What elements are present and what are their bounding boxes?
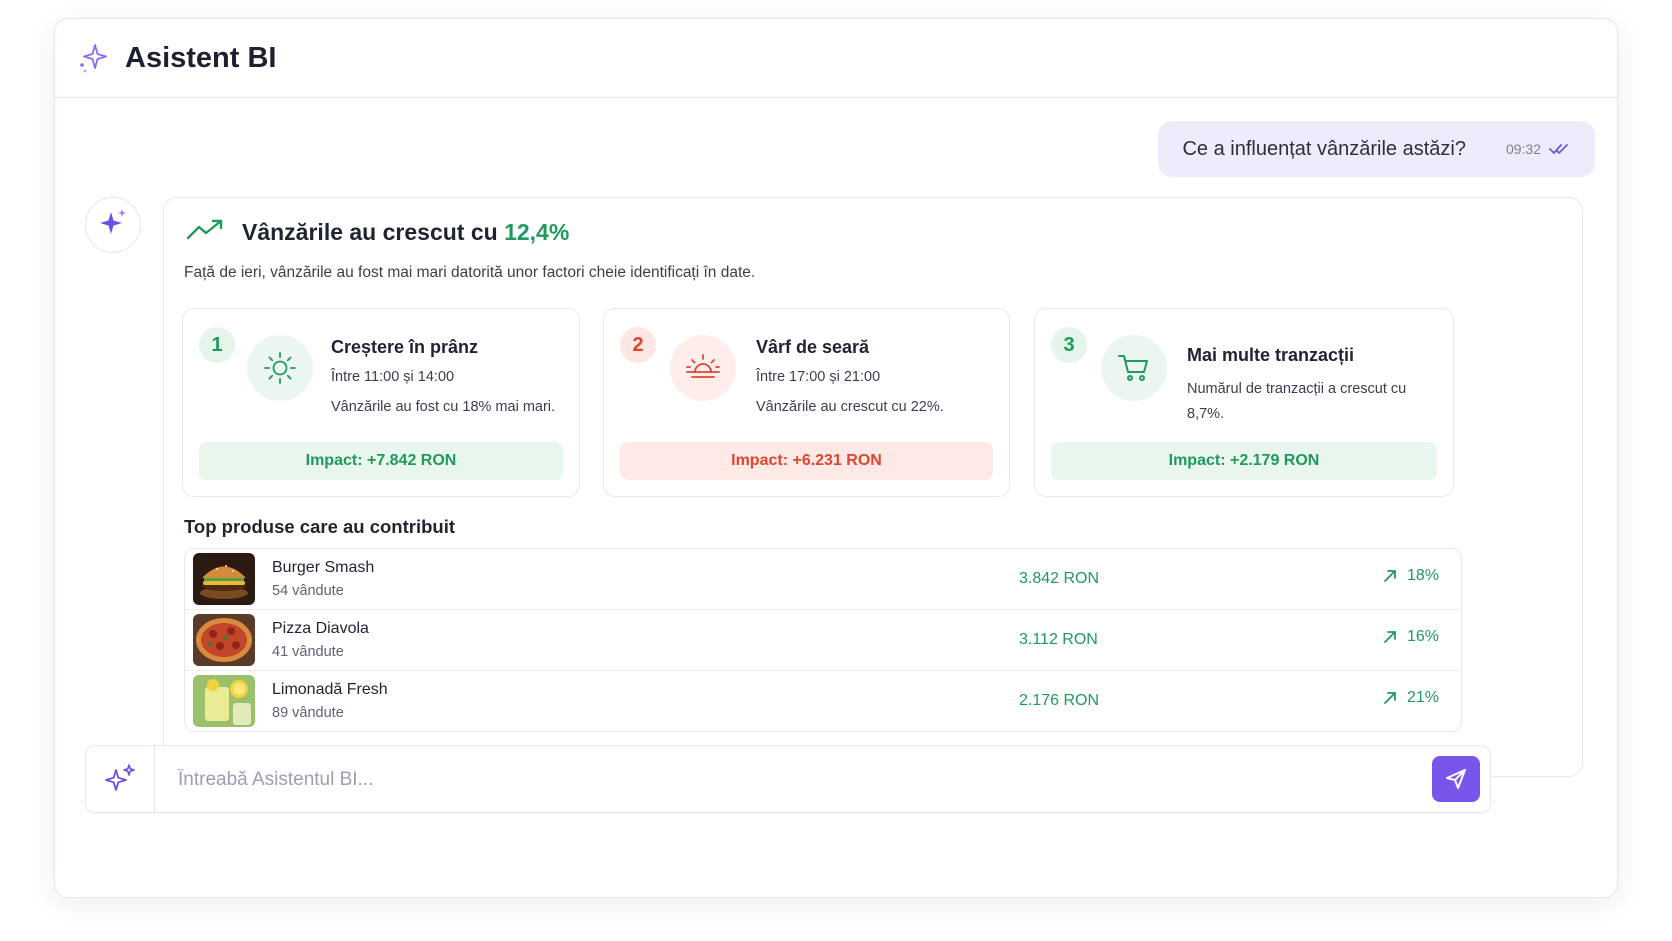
factor-title: Creștere în prânz [331, 337, 479, 357]
composer-sparkle-icon[interactable] [86, 746, 155, 812]
answer-title: Vânzările au crescut cu 12,4% [242, 219, 569, 246]
factor-title: Vârf de seară [756, 337, 870, 357]
pizza-image [193, 614, 255, 666]
product-growth: 18% [1383, 567, 1439, 585]
cart-icon [1101, 335, 1167, 401]
factor-time: Între 11:00 și 14:00 [331, 369, 455, 385]
header: Asistent BI [55, 19, 1617, 98]
chat-composer [85, 745, 1491, 813]
chat-input[interactable] [176, 760, 1410, 800]
factor-description: Numărul de tranzacții a crescut cu 8,7%. [1187, 381, 1407, 422]
product-growth: 21% [1383, 689, 1439, 707]
factor-card-transactions: 3 Mai multe tranzacții Numărul de tranza… [1034, 308, 1454, 497]
app-title: Asistent BI [125, 41, 277, 74]
arrow-up-right-icon [1384, 570, 1396, 582]
product-growth-value: 16% [1406, 628, 1439, 645]
factor-description: Vânzările au crescut cu 22%. [756, 399, 944, 415]
answer-subtitle: Față de ieri, vânzările au fost mai mari… [184, 264, 756, 281]
sun-icon [247, 335, 313, 401]
products-title: Top produse care au contribuit [184, 516, 456, 537]
sparkle-icon [75, 40, 111, 76]
product-sold: 54 vândute [272, 583, 344, 599]
factor-number: 1 [199, 327, 235, 363]
factor-number: 3 [1051, 327, 1087, 363]
lemonade-image [193, 675, 255, 727]
arrow-up-right-icon [1384, 631, 1396, 643]
product-revenue: 2.176 RON [1019, 692, 1100, 709]
headline-prefix: Vânzările au crescut cu [242, 219, 498, 245]
top-products-list: Burger Smash 54 vândute 3.842 RON 18% [184, 548, 1462, 732]
product-revenue: 3.842 RON [1019, 570, 1100, 587]
burger-image [193, 553, 255, 605]
product-name: Burger Smash [272, 559, 375, 576]
assistant-sparkle-icon [96, 206, 130, 245]
factor-card-lunch: 1 Creștere în prânz Între 11:00 și 14:00… [182, 308, 580, 497]
product-revenue: 3.112 RON [1019, 631, 1098, 648]
factor-description: Vânzările au fost cu 18% mai mari. [331, 399, 556, 415]
product-row[interactable]: Pizza Diavola 41 vândute 3.112 RON 16% [185, 610, 1461, 671]
bi-assistant-window: Asistent BI Ce a influențat vânzările as… [54, 18, 1618, 898]
factor-number: 2 [620, 327, 656, 363]
product-growth-value: 21% [1406, 689, 1439, 706]
product-growth: 16% [1383, 628, 1439, 646]
sunset-icon [670, 335, 736, 401]
arrow-up-right-icon [1384, 692, 1396, 704]
send-icon [1446, 769, 1466, 789]
factor-card-evening: 2 Vârf de seară Între 17:00 și [603, 308, 1010, 497]
factor-impact: Impact: +2.179 RON [1051, 442, 1437, 480]
message-time: 09:32 [1505, 141, 1541, 157]
product-row[interactable]: Limonadă Fresh 89 vândute 2.176 RON 21% [185, 671, 1461, 731]
product-sold: 89 vândute [272, 705, 344, 721]
product-row[interactable]: Burger Smash 54 vândute 3.842 RON 18% [185, 549, 1461, 610]
product-sold: 41 vândute [272, 644, 344, 660]
factor-impact: Impact: +6.231 RON [620, 442, 993, 480]
product-growth-value: 18% [1406, 567, 1439, 584]
send-button[interactable] [1432, 756, 1480, 802]
product-name: Pizza Diavola [272, 620, 369, 637]
product-name: Limonadă Fresh [272, 681, 388, 698]
user-message-text: Ce a influențat vânzările astăzi? [1182, 137, 1466, 160]
double-check-icon [1549, 142, 1571, 156]
factor-title: Mai multe tranzacții [1187, 345, 1355, 365]
assistant-avatar [85, 197, 141, 253]
factor-time: Între 17:00 și 21:00 [756, 369, 881, 385]
factor-impact: Impact: +7.842 RON [199, 442, 563, 480]
answer-headline: Vânzările au crescut cu 12,4% [186, 218, 569, 247]
headline-value: 12,4% [504, 219, 570, 245]
trend-up-icon [186, 218, 224, 247]
assistant-answer-card: Vânzările au crescut cu 12,4% Față de ie… [163, 197, 1583, 777]
user-message-bubble: Ce a influențat vânzările astăzi? 09:32 [1158, 121, 1595, 177]
